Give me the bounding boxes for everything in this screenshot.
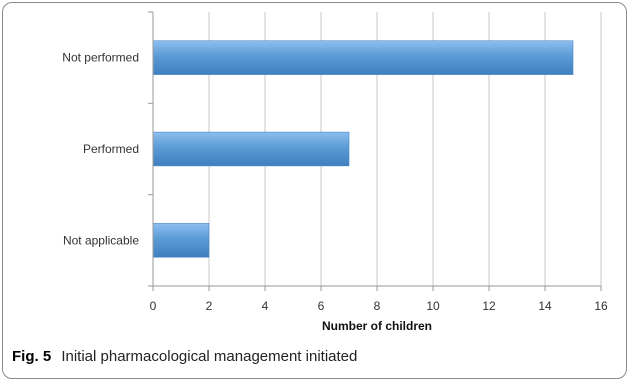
x-tick-label-10: 10 — [426, 299, 440, 313]
y-tick-label-performed: Performed — [83, 142, 139, 156]
x-tick-label-16: 16 — [594, 299, 608, 313]
x-tick-label-2: 2 — [206, 299, 213, 313]
axes: 0 2 4 6 8 10 12 14 16 Not performed Performed Not a… — [62, 11, 608, 313]
x-tick-label-14: 14 — [538, 299, 552, 313]
y-tick-label-not-performed: Not performed — [62, 51, 139, 65]
bar-not-applicable — [152, 223, 210, 258]
x-tick-label-8: 8 — [374, 299, 381, 313]
bars — [152, 40, 574, 258]
x-tick-label-4: 4 — [262, 299, 269, 313]
x-tick-label-6: 6 — [318, 299, 325, 313]
figure-label: Fig. 5 — [12, 348, 52, 365]
x-tick-label-12: 12 — [482, 299, 496, 313]
y-tick-label-not-applicable: Not applicable — [63, 233, 139, 247]
bar-performed — [152, 131, 350, 167]
bar-chart: 0 2 4 6 8 10 12 14 16 Not performed Performed Not a… — [62, 11, 608, 333]
x-tick-label-0: 0 — [150, 299, 157, 313]
figure-caption: Fig. 5 Initial pharmacological managemen… — [12, 348, 357, 365]
x-axis-title: Number of children — [322, 319, 432, 333]
figure-caption-text: Initial pharmacological management initi… — [61, 348, 358, 365]
bar-not-performed — [152, 40, 574, 75]
